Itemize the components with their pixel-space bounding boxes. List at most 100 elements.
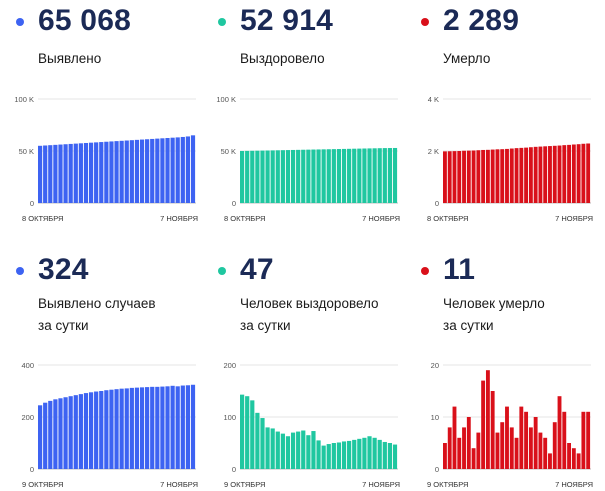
- bar: [240, 151, 245, 203]
- bar: [190, 135, 196, 203]
- bar: [357, 438, 362, 469]
- bar: [78, 143, 83, 203]
- dot-icon: [218, 18, 226, 26]
- y-tick-label: 50 K: [221, 147, 236, 156]
- bar: [250, 400, 255, 469]
- y-tick-label: 200: [223, 361, 236, 370]
- x-start-label: 9 ОКТЯБРЯ: [224, 480, 265, 489]
- bar: [377, 439, 382, 469]
- bar: [336, 149, 342, 203]
- bar: [567, 144, 571, 203]
- bar: [581, 411, 586, 469]
- bar: [500, 422, 505, 469]
- bar: [78, 394, 83, 469]
- bar: [387, 443, 393, 469]
- bar: [462, 427, 466, 469]
- bar: [514, 437, 519, 469]
- bar: [245, 150, 250, 203]
- bar: [88, 392, 94, 469]
- bar: [514, 148, 519, 203]
- bar: [462, 150, 466, 203]
- bar: [543, 437, 548, 469]
- bar: [316, 440, 321, 469]
- bar: [114, 389, 119, 469]
- bar: [139, 139, 145, 203]
- bar: [505, 148, 509, 203]
- bar: [301, 430, 306, 469]
- bar: [260, 418, 265, 469]
- bar: [275, 431, 280, 469]
- bar: [245, 396, 250, 469]
- bar: [83, 393, 89, 469]
- bar: [180, 136, 185, 203]
- y-tick-label: 0: [30, 465, 34, 474]
- bar: [548, 146, 552, 203]
- stat-daily-deaths-value: 11: [443, 253, 476, 286]
- bar: [586, 411, 591, 469]
- bar: [571, 144, 576, 203]
- bar: [341, 148, 347, 203]
- bar: [362, 437, 367, 469]
- bar: [94, 142, 99, 203]
- bar: [311, 149, 316, 203]
- bar: [265, 427, 270, 469]
- bar: [150, 138, 155, 203]
- bar: [509, 427, 514, 469]
- bar: [528, 427, 533, 469]
- stat-detected-label: Выявлено: [38, 51, 102, 66]
- x-end-label: 7 НОЯБРЯ: [160, 214, 198, 223]
- x-end-label: 7 НОЯБРЯ: [160, 480, 198, 489]
- bar: [557, 396, 562, 469]
- bar: [290, 432, 296, 469]
- bar: [255, 412, 260, 469]
- bar: [129, 140, 134, 203]
- bar: [155, 138, 160, 203]
- bar: [466, 150, 471, 203]
- bar: [382, 441, 387, 469]
- bar: [331, 443, 336, 469]
- bar: [392, 147, 398, 203]
- bar: [505, 406, 509, 469]
- bar: [301, 149, 306, 203]
- bar: [519, 406, 524, 469]
- bar: [124, 140, 129, 203]
- bar: [447, 151, 452, 203]
- stat-recovered-label: Выздоровело: [240, 51, 325, 66]
- stat-daily-detected-label-line2: за сутки: [38, 318, 89, 333]
- y-tick-label: 200: [21, 413, 34, 422]
- bar: [99, 142, 104, 203]
- x-end-label: 7 НОЯБРЯ: [555, 480, 593, 489]
- bar: [321, 445, 326, 469]
- bar: [452, 151, 457, 203]
- bar: [48, 145, 53, 203]
- x-start-label: 8 ОКТЯБРЯ: [22, 214, 63, 223]
- bar: [165, 386, 170, 469]
- bar: [306, 149, 311, 203]
- bar: [255, 150, 260, 203]
- stat-daily-recovered-label-line1: Человек выздоровело: [240, 296, 379, 311]
- bar: [367, 436, 372, 469]
- bar: [58, 398, 63, 469]
- bar: [160, 386, 165, 469]
- bar: [548, 453, 552, 469]
- bar: [367, 148, 372, 203]
- y-tick-label: 0: [232, 199, 236, 208]
- bar: [73, 143, 78, 203]
- bar: [533, 417, 538, 469]
- bar: [387, 148, 393, 203]
- bar: [457, 151, 462, 203]
- bar: [145, 139, 150, 203]
- bar: [316, 149, 321, 203]
- x-end-label: 7 НОЯБРЯ: [555, 214, 593, 223]
- bar: [576, 453, 581, 469]
- bar: [280, 433, 285, 469]
- bar: [326, 149, 331, 203]
- bar: [150, 386, 155, 469]
- bar: [265, 150, 270, 203]
- bar: [83, 142, 89, 203]
- bar: [586, 143, 591, 203]
- bar: [260, 150, 265, 203]
- bar: [53, 144, 58, 203]
- bar: [372, 437, 377, 469]
- bar: [562, 145, 567, 203]
